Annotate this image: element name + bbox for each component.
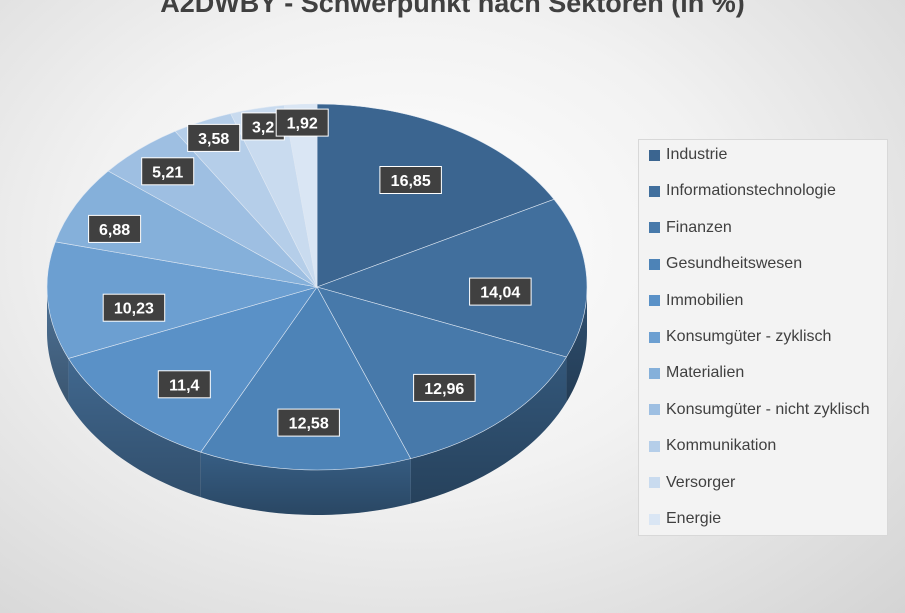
legend-label: Informationstechnologie: [666, 182, 836, 200]
data-label-6: 6,88: [99, 222, 130, 239]
pie-side-shade-2: [410, 357, 567, 504]
data-label-box-6: [88, 214, 142, 243]
legend-swatch: [649, 440, 660, 452]
legend-label: Industrie: [666, 146, 728, 163]
legend-item: Industrie: [649, 144, 727, 166]
data-label-9: 3,2: [252, 119, 274, 136]
data-label-box-7: [141, 157, 195, 186]
legend-item: Gesundheitswesen: [649, 253, 802, 275]
legend-item: Versorger: [649, 472, 735, 494]
legend-swatch: [649, 367, 660, 379]
data-label-box-5: [102, 293, 166, 322]
pie-slice-4: [67, 286, 318, 453]
data-label-3: 12,58: [289, 416, 329, 433]
data-label-1: 14,04: [480, 285, 520, 302]
legend-swatch: [649, 404, 660, 416]
data-label-box-8: [187, 123, 241, 152]
legend-swatch: [649, 185, 660, 197]
legend-item: Energie: [649, 508, 721, 530]
legend-item: Konsumgüter - zyklisch: [649, 326, 831, 348]
data-label-8: 3,58: [198, 131, 229, 148]
data-label-box-10: [275, 108, 329, 137]
data-label-2: 12,96: [424, 381, 464, 398]
legend-item: Immobilien: [649, 290, 743, 312]
chart-title: A2DWBY - Schwerpunkt nach Sektoren (in %…: [160, 0, 745, 18]
legend-swatch: [649, 513, 660, 525]
legend-swatch: [649, 295, 660, 307]
pie-slice-2: [316, 286, 567, 459]
legend-label: Versorger: [666, 473, 736, 491]
pie-slice-10: [283, 103, 318, 288]
legend-label: Materialien: [666, 364, 745, 382]
legend-label: Energie: [666, 510, 722, 527]
legend-label: Konsumgüter - zyklisch: [666, 328, 832, 345]
pie-side-shade-1: [566, 287, 587, 403]
pie-labels: 16,85 14,04 12,96 12,58 11,4 10,23 6,88 5,21 3,5…: [88, 108, 532, 437]
legend-swatch: [649, 331, 660, 343]
legend-swatch: [649, 149, 660, 161]
legend-swatch: [649, 222, 660, 234]
data-label-10: 1,92: [287, 116, 318, 133]
data-label-box-1: [469, 277, 532, 306]
pie-side-shade-4: [68, 358, 201, 498]
legend: Industrie Informationstechnologie Finanzen…: [638, 139, 888, 536]
legend-swatch: [649, 258, 660, 270]
pie-slice-3: [200, 286, 412, 471]
data-label-box-0: [379, 166, 442, 194]
pie-slice-1: [316, 198, 588, 358]
data-label-box-4: [157, 370, 211, 399]
legend-item: Informationstechnologie: [649, 180, 836, 202]
pie-slices: [46, 103, 588, 471]
data-label-7: 5,21: [152, 164, 183, 181]
legend-swatch: [649, 477, 660, 489]
legend-label: Kommunikation: [666, 437, 777, 455]
legend-item: Konsumgüter - nicht zyklisch: [649, 399, 870, 421]
pie-slice-0: [316, 103, 555, 288]
legend-label: Immobilien: [666, 291, 744, 309]
pie-slice-6: [54, 170, 318, 288]
legend-label: Konsumgüter - nicht zyklisch: [666, 400, 870, 418]
data-label-5: 10,23: [114, 301, 154, 318]
data-label-0: 16,85: [391, 173, 431, 190]
legend-item: Materialien: [649, 362, 744, 384]
legend-label: Gesundheitswesen: [666, 255, 803, 273]
legend-item: Kommunikation: [649, 435, 776, 457]
data-label-4: 11,4: [169, 377, 199, 394]
legend-label: Finanzen: [666, 218, 732, 236]
pie-side-shade-5: [47, 287, 69, 404]
data-label-box-2: [413, 373, 476, 402]
legend-item: Finanzen: [649, 217, 732, 239]
pie-slice-5: [46, 241, 318, 359]
data-label-box-3: [277, 408, 340, 437]
